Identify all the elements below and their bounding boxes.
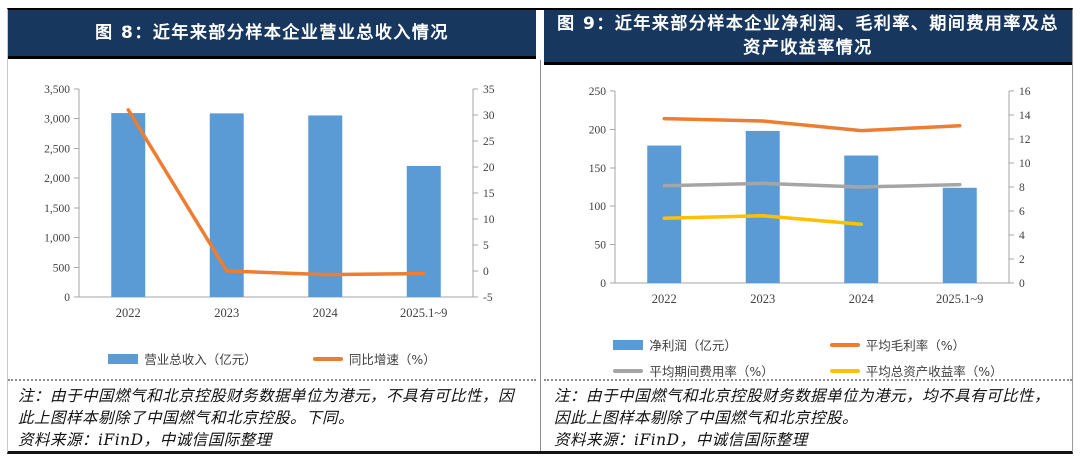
legend-item-0: 营业总收入（亿元） xyxy=(108,349,257,368)
legend-item-0: 净利润（亿元） xyxy=(613,335,737,354)
figure-8-title: 图 8：近年来部分样本企业营业总收入情况 xyxy=(8,10,536,59)
figure-9-title: 图 9：近年来部分样本企业净利润、毛利率、期间费用率及总资产收益率情况 xyxy=(544,10,1072,66)
line-swatch xyxy=(829,342,860,347)
svg-text:0: 0 xyxy=(64,292,70,304)
legend-label: 同比增速（%） xyxy=(348,352,436,367)
revenue-chart-legend: 营业总收入（亿元） 同比增速（%） xyxy=(8,349,536,368)
svg-text:1,000: 1,000 xyxy=(44,233,70,245)
svg-text:0: 0 xyxy=(483,266,489,278)
svg-text:500: 500 xyxy=(52,262,70,274)
x-axis-labels: 2022 2023 2024 2025.1~9 xyxy=(115,306,447,320)
figure-8-chart-area: 0 500 1,000 1,500 2,000 2,500 3,000 3,500 -5 0 5 10… xyxy=(8,59,536,379)
data-source: 资料来源：iFinD，中诚信国际整理 xyxy=(18,431,272,449)
svg-text:16: 16 xyxy=(1019,86,1031,98)
profit-margin-chart: 0 50 100 150 200 250 0 2 4 6 8 10 12 14 16 2022 2023 2024… xyxy=(588,86,1031,306)
svg-text:14: 14 xyxy=(1019,110,1031,122)
bar-swatch xyxy=(108,353,139,364)
svg-text:-5: -5 xyxy=(483,292,493,304)
svg-text:150: 150 xyxy=(588,163,606,175)
data-source: 资料来源：iFinD，中诚信国际整理 xyxy=(554,431,808,449)
svg-text:1,500: 1,500 xyxy=(44,203,70,215)
legend-item-1: 平均毛利率（%） xyxy=(829,335,966,354)
svg-text:2024: 2024 xyxy=(848,292,874,306)
svg-text:2022: 2022 xyxy=(651,292,676,306)
line-series-0 xyxy=(662,116,961,133)
svg-text:2: 2 xyxy=(1019,254,1025,266)
svg-text:2,000: 2,000 xyxy=(44,173,70,185)
svg-text:15: 15 xyxy=(483,188,495,200)
svg-text:2,500: 2,500 xyxy=(44,143,70,155)
bar-swatch xyxy=(613,339,644,350)
legend-item-3: 平均总资产收益率（%） xyxy=(829,361,1003,379)
bar-series-0 xyxy=(646,131,977,284)
figure-note: 注：由于中国燃气和北京控股财务数据单位为港元，均不具有可比性，因此上图样本剔除了… xyxy=(554,387,1051,427)
y-axis-right-labels: -5 0 5 10 15 20 25 30 35 xyxy=(483,84,495,304)
figure-9-chart-area: 0 50 100 150 200 250 0 2 4 6 8 10 12 14 16 2022 2023 2024… xyxy=(544,65,1072,379)
line-series-0 xyxy=(126,108,425,277)
y-axis-left-labels: 0 500 1,000 1,500 2,000 2,500 3,000 3,500 xyxy=(44,84,70,304)
svg-text:3,000: 3,000 xyxy=(44,114,70,126)
svg-text:2023: 2023 xyxy=(750,292,775,306)
legend-item-2: 平均期间费用率（%） xyxy=(613,361,774,379)
svg-text:30: 30 xyxy=(483,110,495,122)
figure-9-notes: 注：由于中国燃气和北京控股财务数据单位为港元，均不具有可比性，因此上图样本剔除了… xyxy=(544,379,1072,451)
svg-text:20: 20 xyxy=(483,162,495,174)
figure-8-notes: 注：由于中国燃气和北京控股财务数据单位为港元，不具有可比性，因此上图样本剔除了中… xyxy=(8,379,536,451)
svg-text:250: 250 xyxy=(588,86,606,98)
legend-label: 平均期间费用率（%） xyxy=(649,364,774,379)
profit-margin-chart-legend: 净利润（亿元） 平均毛利率（%） 平均期间费用率（%） 平均总资产收益率（%） xyxy=(544,335,1072,379)
svg-text:200: 200 xyxy=(588,124,606,136)
figure-9-panel: 图 9：近年来部分样本企业净利润、毛利率、期间费用率及总资产收益率情况 0 50 1… xyxy=(544,10,1072,451)
svg-text:10: 10 xyxy=(483,214,495,226)
svg-text:2025.1~9: 2025.1~9 xyxy=(936,292,983,306)
legend-item-1: 同比增速（%） xyxy=(312,349,436,368)
svg-text:2024: 2024 xyxy=(312,306,338,320)
legend-label: 平均毛利率（%） xyxy=(865,338,966,354)
x-axis-labels: 2022 2023 2024 2025.1~9 xyxy=(651,292,983,306)
svg-text:2022: 2022 xyxy=(115,306,140,320)
line-series-2 xyxy=(662,214,863,227)
svg-text:10: 10 xyxy=(1019,158,1031,170)
report-figures-row: 图 8：近年来部分样本企业营业总收入情况 0 500 1,000 1,500 2,000… xyxy=(7,8,1073,454)
svg-text:8: 8 xyxy=(1019,182,1025,194)
svg-text:6: 6 xyxy=(1019,206,1025,218)
legend-label: 净利润（亿元） xyxy=(649,338,737,354)
y-axis-left-labels: 0 50 100 150 200 250 xyxy=(588,86,606,290)
line-swatch xyxy=(613,368,644,373)
svg-text:4: 4 xyxy=(1019,230,1025,242)
svg-text:2023: 2023 xyxy=(214,306,239,320)
svg-text:25: 25 xyxy=(483,136,495,148)
y-axis-right-labels: 0 2 4 6 8 10 12 14 16 xyxy=(1019,86,1031,290)
line-series-1 xyxy=(662,181,961,189)
svg-text:35: 35 xyxy=(483,84,495,96)
svg-text:0: 0 xyxy=(1019,278,1025,290)
line-swatch xyxy=(312,356,343,361)
svg-text:50: 50 xyxy=(594,240,606,252)
revenue-chart: 0 500 1,000 1,500 2,000 2,500 3,000 3,500 -5 0 5 10… xyxy=(44,84,495,320)
svg-text:3,500: 3,500 xyxy=(44,84,70,96)
figure-note: 注：由于中国燃气和北京控股财务数据单位为港元，不具有可比性，因此上图样本剔除了中… xyxy=(18,387,515,427)
line-swatch xyxy=(829,368,860,373)
legend-label: 营业总收入（亿元） xyxy=(144,352,257,367)
legend-label: 平均总资产收益率（%） xyxy=(865,364,1003,379)
svg-text:0: 0 xyxy=(600,278,606,290)
bar-series-0 xyxy=(110,113,441,297)
svg-text:100: 100 xyxy=(588,201,606,213)
svg-text:2025.1~9: 2025.1~9 xyxy=(400,306,447,320)
svg-text:5: 5 xyxy=(483,240,489,252)
figure-8-panel: 图 8：近年来部分样本企业营业总收入情况 0 500 1,000 1,500 2,000… xyxy=(8,10,536,451)
svg-text:12: 12 xyxy=(1019,134,1031,146)
